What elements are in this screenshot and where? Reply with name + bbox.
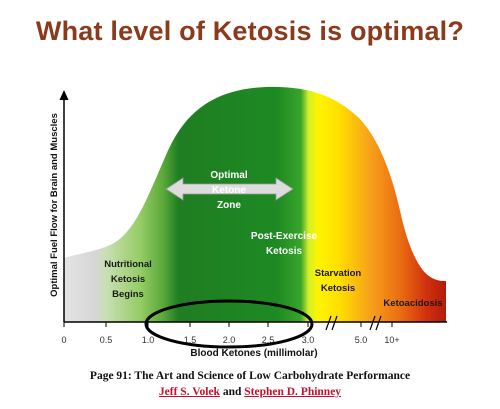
x-tick-label: 0.5: [100, 335, 113, 345]
optimal-zone-label: Zone: [217, 200, 241, 211]
page-title: What level of Ketosis is optimal?: [35, 16, 465, 46]
y-axis-label: Optimal Fuel Flow for Brain and Muscles: [49, 113, 60, 297]
x-tick-label: 3.0: [302, 335, 315, 345]
x-tick-label: 2.5: [262, 335, 275, 345]
axis-break-marks: [325, 315, 382, 331]
x-tick-marks: [63, 322, 393, 327]
x-tick-label: 5.0: [355, 335, 368, 345]
x-axis-label: Blood Ketones (millimolar): [190, 348, 317, 359]
starvation-ketosis-label: Starvation: [315, 268, 362, 279]
nutritional-ketosis-label: Begins: [112, 289, 144, 300]
citation-authors: Jeff S. Volek and Stephen D. Phinney: [0, 386, 500, 398]
citation-source: Page 91: The Art and Science of Low Carb…: [89, 370, 411, 382]
optimal-range-ellipse: [144, 299, 314, 349]
double-arrow-icon: [165, 177, 294, 201]
x-tick-label: 10+: [384, 335, 399, 345]
x-tick-label: 2.0: [223, 335, 236, 345]
y-axis-arrow: [59, 90, 69, 100]
ketoacidosis-label: Ketoacidosis: [383, 298, 442, 309]
optimal-zone-label: Optimal: [210, 170, 247, 181]
post-exercise-label: Post-Exercise: [251, 231, 318, 242]
x-tick-label: 0: [61, 335, 66, 345]
x-tick-label: 1.5: [184, 335, 197, 345]
author-link-volek[interactable]: Jeff S. Volek: [158, 386, 220, 398]
nutritional-ketosis-label: Ketosis: [111, 274, 145, 285]
starvation-ketosis-label: Ketosis: [321, 283, 355, 294]
nutritional-ketosis-label: Nutritional: [104, 259, 152, 270]
post-exercise-label: Ketosis: [266, 246, 303, 257]
optimal-zone-label: Ketone: [212, 185, 246, 196]
ketosis-zone-area: [64, 86, 446, 322]
author-link-phinney[interactable]: Stephen D. Phinney: [244, 386, 342, 398]
x-tick-label: 1.0: [142, 335, 155, 345]
citation-and: and: [222, 386, 242, 398]
